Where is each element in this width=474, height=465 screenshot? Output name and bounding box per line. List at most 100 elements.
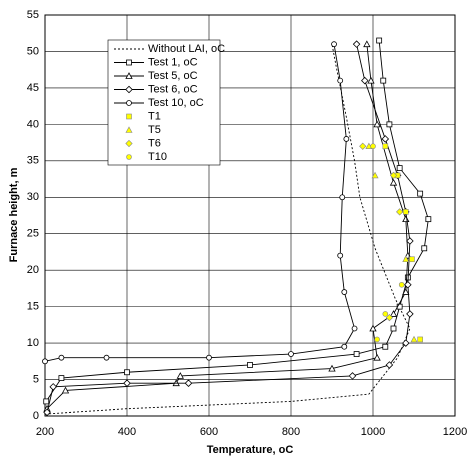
legend-marker xyxy=(125,139,133,148)
legend-marker xyxy=(125,72,133,79)
series-line xyxy=(45,40,429,402)
legend-label: T6 xyxy=(148,137,161,149)
marker xyxy=(370,143,376,150)
legend-label: Test 5, oC xyxy=(148,70,198,82)
marker xyxy=(425,216,432,223)
marker xyxy=(396,165,403,172)
legend-marker xyxy=(125,85,133,94)
y-tick-label: 20 xyxy=(27,264,39,276)
marker xyxy=(380,77,387,84)
legend-label: Test 1, oC xyxy=(148,56,198,68)
marker xyxy=(389,171,398,180)
marker xyxy=(402,339,410,347)
marker xyxy=(386,121,393,128)
y-tick-label: 40 xyxy=(27,118,39,130)
marker xyxy=(402,288,410,295)
y-tick-label: 10 xyxy=(27,337,39,349)
marker xyxy=(337,77,344,84)
marker xyxy=(206,354,212,361)
marker xyxy=(184,379,193,387)
y-axis-title: Furnace height, m xyxy=(8,167,20,262)
marker xyxy=(417,336,423,343)
y-tick-label: 15 xyxy=(27,301,39,313)
marker xyxy=(58,354,65,361)
marker xyxy=(351,325,358,332)
marker xyxy=(341,289,348,295)
marker xyxy=(371,171,379,179)
marker xyxy=(373,353,381,361)
y-tick-label: 35 xyxy=(27,155,39,167)
y-tick-label: 55 xyxy=(27,9,39,21)
marker xyxy=(402,215,410,223)
legend-label: Test 10, oC xyxy=(148,97,204,109)
plot-frame xyxy=(44,14,456,417)
marker xyxy=(382,311,389,317)
marker xyxy=(389,178,398,186)
marker xyxy=(353,351,360,357)
marker xyxy=(363,40,371,48)
marker xyxy=(328,364,336,372)
marker xyxy=(247,362,253,368)
y-tick-label: 45 xyxy=(27,82,39,94)
marker xyxy=(361,76,369,85)
marker xyxy=(124,369,130,376)
marker xyxy=(369,324,377,332)
marker xyxy=(343,136,350,142)
marker xyxy=(385,361,394,369)
legend-marker xyxy=(126,59,132,66)
marker xyxy=(373,120,381,128)
legend-label: Test 6, oC xyxy=(148,83,198,95)
marker xyxy=(409,256,415,263)
marker xyxy=(339,194,346,201)
marker xyxy=(398,281,405,288)
legend-label: T10 xyxy=(148,151,167,163)
x-tick-label: 1200 xyxy=(443,426,467,438)
y-tick-label: 25 xyxy=(27,228,39,240)
legend-label: Without LAI, oC xyxy=(148,43,225,55)
marker xyxy=(389,310,398,317)
marker xyxy=(43,398,50,405)
marker xyxy=(376,37,383,44)
x-tick-label: 800 xyxy=(282,426,300,438)
x-tick-label: 600 xyxy=(200,426,218,438)
marker xyxy=(402,209,409,215)
marker xyxy=(103,354,110,361)
y-tick-label: 30 xyxy=(27,191,39,203)
marker xyxy=(49,383,57,391)
marker xyxy=(367,76,375,84)
marker xyxy=(43,408,51,417)
marker xyxy=(123,379,131,387)
marker xyxy=(341,343,348,350)
legend-label: T1 xyxy=(148,110,161,122)
y-tick-label: 50 xyxy=(27,45,39,57)
marker xyxy=(410,335,418,343)
marker xyxy=(381,135,390,143)
marker xyxy=(331,41,337,48)
marker xyxy=(337,252,344,259)
marker xyxy=(348,372,357,380)
marker xyxy=(390,325,397,332)
marker xyxy=(359,142,367,150)
marker xyxy=(406,237,414,245)
marker xyxy=(61,386,70,394)
marker xyxy=(396,208,404,216)
marker xyxy=(406,310,414,318)
marker xyxy=(385,313,394,322)
marker xyxy=(176,372,184,379)
legend-marker xyxy=(125,126,133,133)
x-tick-label: 200 xyxy=(36,426,54,438)
marker xyxy=(402,255,410,263)
marker xyxy=(382,143,389,150)
x-axis-title: Temperature, oC xyxy=(207,444,294,456)
legend-marker xyxy=(126,100,132,106)
x-tick-label: 1000 xyxy=(361,426,385,438)
marker xyxy=(382,343,389,350)
marker xyxy=(42,358,48,365)
x-tick-label: 400 xyxy=(118,426,136,438)
y-tick-label: 0 xyxy=(33,410,39,422)
marker xyxy=(417,190,424,197)
legend-label: T5 xyxy=(148,124,161,136)
marker xyxy=(421,245,428,252)
marker xyxy=(288,351,294,357)
